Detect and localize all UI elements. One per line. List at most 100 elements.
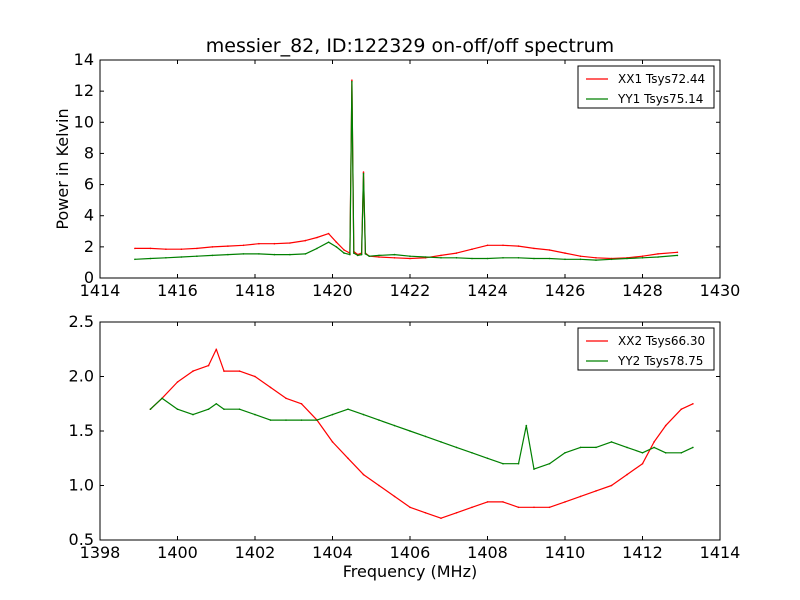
data-point [362, 413, 365, 416]
y-tick-label: 1.5 [69, 421, 94, 440]
x-tick-label: 1406 [390, 543, 431, 562]
data-point [207, 364, 210, 367]
x-tick-label: 1404 [312, 543, 353, 562]
data-point [610, 258, 613, 261]
x-tick-label: 1426 [545, 281, 586, 300]
data-point [180, 256, 183, 258]
data-point [641, 257, 644, 259]
data-point [362, 473, 365, 476]
data-point [409, 257, 411, 260]
data-point [378, 419, 380, 421]
data-point [343, 252, 345, 254]
y-tick-label: 14 [74, 50, 94, 69]
data-point [626, 257, 628, 260]
data-point [300, 419, 303, 421]
data-point [579, 258, 582, 261]
data-point [289, 242, 291, 244]
data-point [351, 81, 353, 83]
data-point [626, 473, 628, 476]
legend: XX1 Tsys72.44 YY1 Tsys75.14 [577, 65, 715, 109]
data-point [351, 79, 353, 81]
x-tick-label: 1420 [312, 281, 353, 300]
data-point [211, 254, 214, 257]
data-point [300, 403, 303, 405]
x-tick-label: 1412 [622, 543, 663, 562]
data-point [595, 259, 597, 261]
data-point [595, 257, 597, 259]
legend-label: YY1 Tsys75.14 [617, 92, 703, 106]
data-point [680, 452, 683, 454]
data-point [455, 257, 458, 259]
data-point [223, 370, 225, 372]
x-tick-label: 1398 [80, 543, 121, 562]
data-point [316, 419, 318, 421]
data-point [331, 413, 334, 416]
data-point [471, 257, 473, 260]
data-point [486, 244, 489, 247]
data-point [409, 506, 411, 509]
data-point [424, 512, 427, 514]
data-point [664, 452, 667, 454]
data-point [564, 501, 566, 503]
data-point [242, 244, 245, 247]
data-point [258, 253, 260, 255]
data-point [676, 254, 679, 257]
x-tick-label: 1400 [157, 543, 198, 562]
x-axis-label: Frequency (MHz) [343, 562, 477, 581]
data-point [409, 430, 411, 432]
data-point [653, 446, 655, 449]
legend-label: YY2 Tsys78.75 [617, 354, 703, 368]
y-tick-label: 0.5 [69, 530, 94, 549]
data-point [440, 517, 442, 519]
data-point [626, 446, 628, 449]
data-point [254, 413, 256, 416]
y-tick-label: 2.5 [69, 312, 94, 331]
data-point [595, 490, 597, 492]
data-point [676, 251, 679, 254]
x-tick-label: 1410 [545, 543, 586, 562]
data-point [610, 441, 613, 443]
data-point [692, 403, 694, 405]
series-line [134, 81, 678, 261]
data-point [653, 441, 655, 443]
data-point [692, 446, 694, 449]
y-tick-label: 2 [84, 237, 94, 256]
data-point [486, 501, 489, 503]
data-point [533, 468, 535, 470]
data-point [362, 172, 365, 175]
x-tick-label: 1402 [235, 543, 276, 562]
data-point [134, 247, 136, 250]
data-point [215, 403, 218, 405]
x-tick-label: 1408 [467, 543, 508, 562]
series-2 [149, 397, 694, 470]
data-point [680, 408, 683, 411]
data-point [149, 257, 152, 260]
data-point [192, 413, 194, 416]
data-point [347, 408, 349, 411]
chart-2: 1398 1400 1402 1404 1406 1408 1410 1412 1414 0.5 1… [69, 312, 741, 581]
data-point [424, 435, 427, 438]
data-point [502, 501, 504, 503]
data-point [502, 244, 504, 247]
x-tick-label: 1416 [157, 281, 198, 300]
data-point [455, 512, 458, 514]
data-point [657, 253, 659, 255]
data-point [378, 256, 380, 258]
data-point [335, 241, 338, 243]
charts: 1414 1416 1418 1420 1422 1424 1426 1428 1430 0 2 4 6… [53, 35, 740, 581]
data-point [196, 255, 198, 257]
data-point [440, 257, 442, 259]
data-point [486, 257, 489, 260]
data-point [579, 495, 582, 498]
data-point [393, 495, 396, 498]
legend-label: XX2 Tsys66.30 [618, 334, 705, 348]
data-point [149, 408, 152, 411]
data-point [196, 247, 198, 250]
data-point [285, 397, 287, 400]
data-point [180, 248, 183, 250]
data-point [364, 253, 367, 255]
data-point [343, 249, 345, 251]
y-tick-label: 6 [84, 175, 94, 194]
data-point [440, 441, 442, 443]
